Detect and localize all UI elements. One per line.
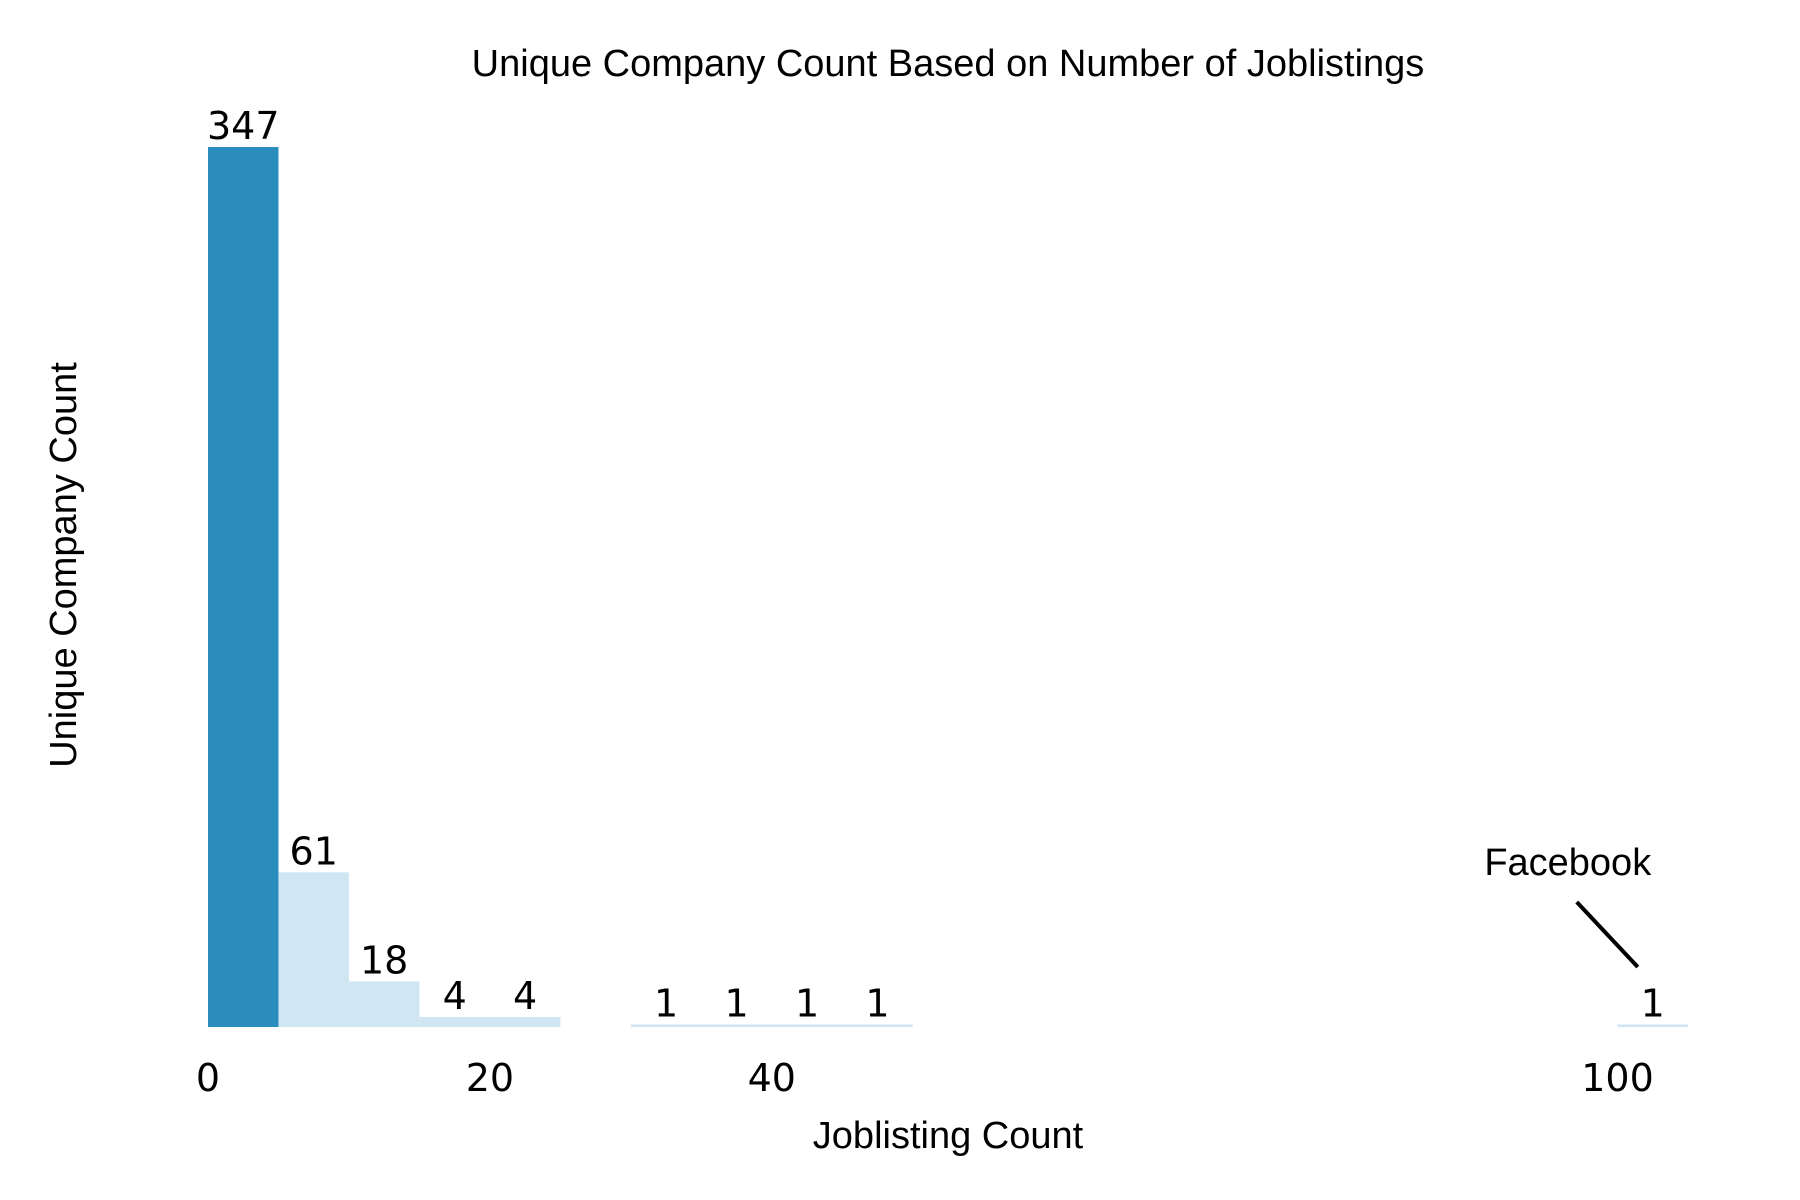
annotation-label: Facebook [1484,842,1652,884]
x-tick-label: 20 [466,1056,514,1100]
histogram-bar [771,1024,843,1027]
x-tick-label: 0 [196,1056,220,1100]
bars-group [208,147,1688,1027]
data-labels-group: 347 61 18 4 4 1 1 1 1 1 [207,104,1665,1025]
histogram-bar [348,981,420,1027]
x-ticks-group: 0 20 40 100 [196,1056,1654,1100]
bar-value-label: 1 [865,981,889,1025]
y-axis-label: Unique Company Count [43,362,85,768]
bar-value-label: 347 [207,104,280,148]
histogram-bar [630,1024,702,1027]
histogram-bar [208,147,279,1027]
bar-value-label: 4 [513,974,537,1018]
histogram-bar [842,1024,913,1027]
x-tick-label: 100 [1581,1056,1654,1100]
histogram-bar [489,1016,561,1027]
bar-value-label: 1 [724,981,748,1025]
histogram-bar [278,872,349,1027]
bar-value-label: 61 [290,829,338,873]
x-tick-label: 40 [748,1056,796,1100]
histogram-bar [1617,1024,1688,1027]
bar-value-label: 1 [795,981,819,1025]
annotation-group: Facebook [1484,842,1652,969]
bar-value-label: 18 [360,938,408,982]
bar-value-label: 1 [654,981,678,1025]
histogram-bar [419,1016,490,1027]
annotation-arrow [1575,900,1640,969]
histogram-bar [701,1024,772,1027]
bar-value-label: 4 [443,974,467,1018]
chart-title: Unique Company Count Based on Number of … [472,43,1425,85]
bar-value-label: 1 [1641,981,1665,1025]
x-axis-label: Joblisting Count [813,1115,1084,1157]
